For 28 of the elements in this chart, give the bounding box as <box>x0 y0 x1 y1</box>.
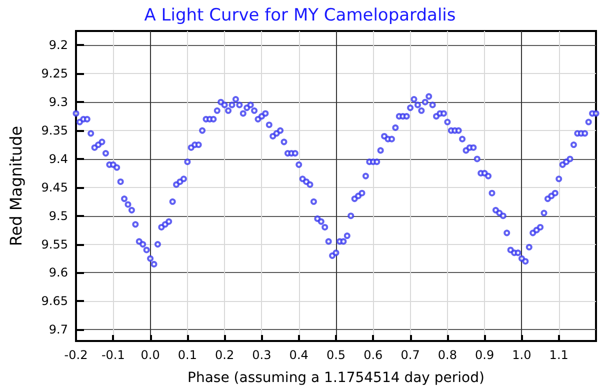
y-tick-label: 9.6 <box>48 266 68 280</box>
x-tick-label: 1.1 <box>549 348 568 362</box>
y-tick-label: 9.65 <box>41 294 68 308</box>
x-tick-label: 0.2 <box>215 348 234 362</box>
x-tick-label: -0.2 <box>64 348 88 362</box>
x-tick-label: 0.1 <box>178 348 197 362</box>
y-tick-label: 9.55 <box>41 237 68 252</box>
x-tick-label: 0.4 <box>289 348 308 362</box>
y-tick-label: 9.5 <box>48 208 68 223</box>
y-axis-title: Red Magnitude <box>6 126 26 246</box>
x-tick-label: 0.3 <box>252 348 272 362</box>
chart-title: A Light Curve for MY Camelopardalis <box>144 6 456 26</box>
x-tick-label: 0.5 <box>326 348 346 362</box>
y-tick-label: 9.4 <box>48 152 68 166</box>
y-tick-label: 9.7 <box>48 322 68 337</box>
y-tick-label: 9.45 <box>41 180 68 194</box>
x-tick-label: 0.6 <box>364 348 383 362</box>
y-tick-label: 9.3 <box>48 95 68 110</box>
y-tick-label: 9.2 <box>48 38 68 52</box>
x-tick-label: -0.1 <box>101 348 125 362</box>
x-tick-label: 0.7 <box>400 348 420 362</box>
x-tick-label: 0.8 <box>438 348 457 362</box>
x-tick-label: 1.0 <box>512 348 532 362</box>
x-tick-label: 0.0 <box>140 348 160 362</box>
x-axis-title: Phase (assuming a 1.1754514 day period) <box>188 370 484 386</box>
y-tick-label: 9.25 <box>41 66 68 81</box>
x-tick-label: 0.9 <box>475 348 494 362</box>
y-tick-label: 9.35 <box>41 124 68 138</box>
